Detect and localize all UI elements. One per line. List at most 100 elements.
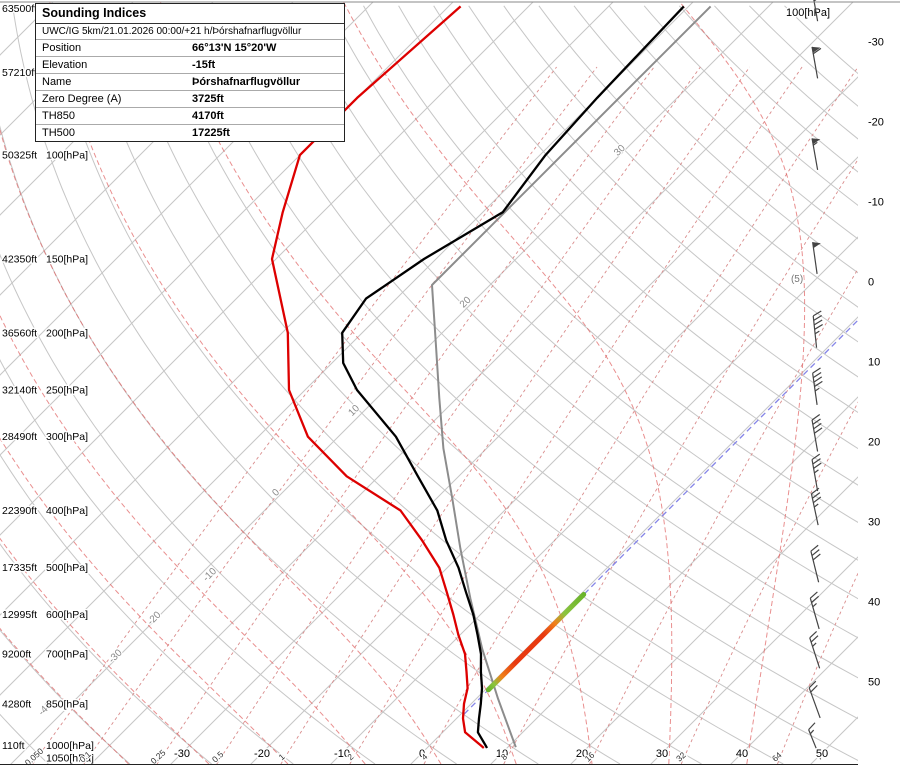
pressure-tick-label: 100[hPa] [46, 150, 88, 162]
dry-adiabat-line [327, 5, 858, 523]
wind-barb-shaft [811, 0, 819, 22]
wind-barb-full [812, 47, 822, 55]
wind-barb [811, 0, 819, 22]
altitude-tick-label: 36560ft [2, 327, 37, 339]
mixing-ratio-label: 32 [674, 750, 688, 764]
wind-barb-full [812, 492, 821, 499]
wind-barb-half [814, 387, 820, 392]
altitude-tick-label: 32140ft [2, 385, 37, 397]
indices-row-value: 17225ft [192, 127, 230, 139]
right-temp-tick-label: -10 [868, 197, 884, 209]
wind-barb-half [813, 503, 819, 508]
wind-barb-shaft [812, 315, 818, 348]
mixing-ratio-line [32, 66, 557, 764]
wind-barb-shaft [811, 419, 819, 452]
right-temp-tick-label: 40 [868, 597, 880, 609]
indices-row: TH500 17225ft [36, 125, 344, 141]
isotherm-line [0, 2, 694, 696]
wind-barb-shaft [809, 637, 821, 669]
indices-row: Zero Degree (A) 3725ft [36, 91, 344, 108]
dry-adiabat-line [608, 5, 858, 240]
adiabat-label: 0 [270, 487, 282, 499]
wind-barb-shaft [810, 493, 819, 526]
indices-row-label: Position [42, 42, 82, 54]
indices-row-label: Zero Degree (A) [42, 93, 122, 105]
wind-barb [812, 367, 823, 405]
wind-barb-half [812, 603, 817, 608]
right-temp-tick-label: -30 [868, 37, 884, 49]
isotherm-line [0, 2, 534, 536]
bottom-temp-tick-label: 30 [656, 748, 668, 760]
pressure-tick-label: 300[hPa] [46, 431, 88, 443]
wind-barb-shaft [808, 687, 821, 719]
wind-barb-full [812, 496, 822, 504]
wind-barb-half [812, 642, 817, 647]
pressure-tick-label: 250[hPa] [46, 385, 88, 397]
indices-row: Elevation -15ft [36, 57, 344, 74]
adiabat-label: 20 [458, 294, 474, 310]
mixing-ratio-line [349, 66, 803, 764]
indices-row-value: 66°13'N 15°20'W [192, 42, 277, 54]
dry-adiabat-line [573, 5, 858, 274]
bottom-temp-tick-label: -20 [254, 748, 270, 760]
wind-barb [809, 630, 821, 669]
wind-barb [811, 414, 823, 452]
adiabat-label: 30 [612, 143, 628, 159]
isotherm-line [90, 2, 854, 764]
isotherm-line [0, 2, 134, 136]
isotherm-line [250, 156, 858, 764]
moist-adiabat-line [342, 2, 673, 764]
pressure-tick-label: 700[hPa] [46, 648, 88, 660]
mixing-ratio-grid [32, 66, 858, 764]
mixing-ratio-line [216, 66, 701, 764]
wind-barb-full [812, 310, 822, 317]
pressure-tick-label: 1050[hPa] [46, 752, 94, 764]
altitude-tick-label: 63500ft [2, 3, 37, 15]
wind-barb-full [810, 684, 818, 693]
dewpoint-curve [270, 5, 485, 749]
wind-barb [811, 138, 821, 170]
indices-row: Name Þórshafnarflugvöllur [36, 74, 344, 91]
mixing-ratio-line [777, 572, 858, 764]
isotherm-line [730, 636, 858, 764]
indices-row-value: Þórshafnarflugvöllur [192, 76, 301, 88]
wind-barb-half [809, 729, 815, 735]
zero-degree-line [463, 319, 858, 715]
right-temp-tick-label: 30 [868, 517, 880, 529]
isotherm-line [170, 76, 858, 764]
wind-barb-full [810, 544, 819, 552]
pressure-tick-label: 150[hPa] [46, 254, 88, 266]
wind-barb-full [809, 591, 818, 599]
isotherm-line [10, 2, 774, 764]
altitude-tick-label: 57210ft [2, 67, 37, 79]
indices-row-label: Name [42, 76, 72, 88]
pressure-tick-label: 200[hPa] [46, 327, 88, 339]
route-icing-segment [485, 591, 587, 693]
mixing-ratio-line [156, 66, 655, 764]
adiabat-label: -30 [107, 647, 125, 665]
dry-adiabat-line [0, 454, 294, 764]
dry-adiabat-line [398, 5, 858, 450]
dry-adiabat-line [538, 5, 858, 308]
dry-adiabat-line [292, 5, 858, 561]
pressure-tick-label: 400[hPa] [46, 505, 88, 517]
altitude-tick-label: 22390ft [2, 505, 37, 517]
wind-barb-half [814, 469, 819, 474]
indices-row-label: Elevation [42, 59, 88, 71]
moist-adiabat-line [0, 314, 366, 764]
altitude-tick-label: 4280ft [2, 698, 31, 710]
wind-barb-full [810, 635, 819, 643]
mixing-ratio-label: 0.25 [149, 747, 168, 766]
dry-adiabat-line [433, 5, 858, 414]
adiabat-label: 10 [346, 403, 362, 419]
dry-adiabat-line [0, 543, 212, 764]
wind-barb-full [813, 422, 822, 430]
wind-barbs [808, 0, 823, 760]
right-temp-tick-label: 50 [868, 677, 880, 689]
wind-barb-full [812, 553, 821, 561]
altitude-tick-label: 28490ft [2, 431, 37, 443]
dry-adiabat-line [643, 5, 858, 206]
indices-row-value: 3725ft [192, 93, 224, 105]
wind-barb-half [813, 0, 819, 2]
